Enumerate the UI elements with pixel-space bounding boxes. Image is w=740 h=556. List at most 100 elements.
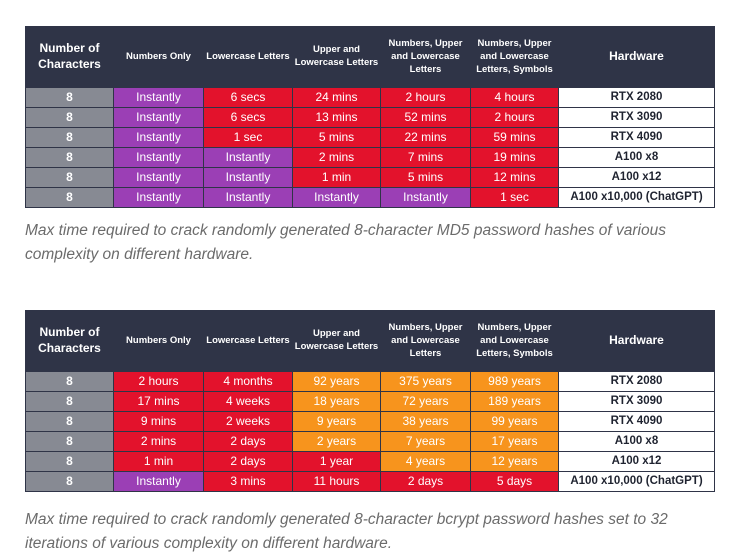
- crack-time-cell: 2 mins: [113, 430, 204, 452]
- crack-time-cell: 13 mins: [292, 106, 381, 128]
- header-upper-lowercase-letters: Upper and Lowercase Letters: [292, 26, 381, 87]
- header-numbers-upper-lowercase-symbols: Numbers, Upper and Lowercase Letters, Sy…: [470, 26, 559, 87]
- crack-time-cell: 5 mins: [292, 126, 381, 148]
- character-count-cell: 8: [25, 86, 114, 108]
- hardware-cell: A100 x8: [558, 430, 715, 452]
- crack-time-cell: 2 hours: [470, 106, 559, 128]
- crack-time-cell: Instantly: [380, 186, 471, 208]
- hardware-cell: RTX 4090: [558, 410, 715, 432]
- header-numbers-only: Numbers Only: [113, 310, 204, 371]
- crack-time-cell: 2 days: [203, 450, 293, 472]
- crack-time-cell: Instantly: [113, 106, 204, 128]
- header-lowercase-letters: Lowercase Letters: [203, 26, 293, 87]
- crack-time-cell: Instantly: [292, 186, 381, 208]
- crack-time-cell: 2 hours: [113, 370, 204, 392]
- header-number-of-characters: Number of Characters: [25, 26, 114, 87]
- hardware-cell: A100 x12: [558, 166, 715, 188]
- character-count-cell: 8: [25, 410, 114, 432]
- crack-time-cell: 3 mins: [203, 470, 293, 492]
- crack-time-cell: Instantly: [113, 470, 204, 492]
- crack-time-cell: 12 years: [470, 450, 559, 472]
- crack-time-cell: 2 mins: [292, 146, 381, 168]
- crack-time-cell: 4 months: [203, 370, 293, 392]
- character-count-cell: 8: [25, 470, 114, 492]
- hardware-cell: RTX 2080: [558, 86, 715, 108]
- crack-time-cell: 1 sec: [470, 186, 559, 208]
- table-row: 8 Instantly 3 mins 11 hours 2 days 5 days A100…: [25, 470, 715, 492]
- header-hardware: Hardware: [558, 310, 715, 371]
- crack-time-cell: 24 mins: [292, 86, 381, 108]
- crack-time-cell: Instantly: [203, 166, 293, 188]
- crack-time-cell: 2 days: [380, 470, 471, 492]
- crack-time-cell: 375 years: [380, 370, 471, 392]
- table-row: 8 Instantly Instantly 2 mins 7 mins 19 mins A1…: [25, 146, 715, 168]
- crack-time-cell: 2 years: [292, 430, 381, 452]
- character-count-cell: 8: [25, 146, 114, 168]
- crack-time-cell: 9 mins: [113, 410, 204, 432]
- character-count-cell: 8: [25, 450, 114, 472]
- crack-time-cell: 11 hours: [292, 470, 381, 492]
- crack-time-cell: 189 years: [470, 390, 559, 412]
- character-count-cell: 8: [25, 106, 114, 128]
- bcrypt-header-row: Number of Characters Numbers Only Lowerc…: [25, 310, 715, 371]
- hardware-cell: A100 x10,000 (ChatGPT): [558, 186, 715, 208]
- header-numbers-upper-lowercase: Numbers, Upper and Lowercase Letters: [380, 26, 471, 87]
- crack-time-cell: 6 secs: [203, 86, 293, 108]
- crack-time-cell: Instantly: [113, 166, 204, 188]
- hardware-cell: RTX 3090: [558, 106, 715, 128]
- crack-time-cell: 17 years: [470, 430, 559, 452]
- crack-time-cell: 6 secs: [203, 106, 293, 128]
- crack-time-cell: 19 mins: [470, 146, 559, 168]
- md5-caption: Max time required to crack randomly gene…: [25, 222, 666, 263]
- crack-time-cell: 99 years: [470, 410, 559, 432]
- crack-time-cell: 18 years: [292, 390, 381, 412]
- character-count-cell: 8: [25, 186, 114, 208]
- crack-time-cell: 5 mins: [380, 166, 471, 188]
- crack-time-cell: 1 sec: [203, 126, 293, 148]
- crack-time-cell: Instantly: [203, 146, 293, 168]
- bcrypt-caption: Max time required to crack randomly gene…: [25, 511, 668, 552]
- header-hardware: Hardware: [558, 26, 715, 87]
- md5-table: Number of Characters Numbers Only Lowerc…: [25, 26, 715, 208]
- md5-header-row: Number of Characters Numbers Only Lowerc…: [25, 26, 715, 87]
- md5-table-body: 8 Instantly 6 secs 24 mins 2 hours 4 hours RTX…: [25, 86, 715, 208]
- crack-time-cell: 4 years: [380, 450, 471, 472]
- hardware-cell: A100 x10,000 (ChatGPT): [558, 470, 715, 492]
- crack-time-cell: 92 years: [292, 370, 381, 392]
- crack-time-cell: 2 weeks: [203, 410, 293, 432]
- header-numbers-only: Numbers Only: [113, 26, 204, 87]
- crack-time-cell: Instantly: [203, 186, 293, 208]
- hardware-cell: A100 x12: [558, 450, 715, 472]
- header-upper-lowercase-letters: Upper and Lowercase Letters: [292, 310, 381, 371]
- crack-time-cell: 5 days: [470, 470, 559, 492]
- crack-time-cell: Instantly: [113, 86, 204, 108]
- crack-time-cell: 17 mins: [113, 390, 204, 412]
- crack-time-cell: 38 years: [380, 410, 471, 432]
- character-count-cell: 8: [25, 166, 114, 188]
- crack-time-cell: 72 years: [380, 390, 471, 412]
- crack-time-cell: 12 mins: [470, 166, 559, 188]
- table-row: 8 Instantly Instantly Instantly Instantly 1 s…: [25, 186, 715, 208]
- crack-time-cell: 2 hours: [380, 86, 471, 108]
- table-row: 8 Instantly Instantly 1 min 5 mins 12 mins A10…: [25, 166, 715, 188]
- hardware-cell: RTX 4090: [558, 126, 715, 148]
- hardware-cell: RTX 2080: [558, 370, 715, 392]
- character-count-cell: 8: [25, 390, 114, 412]
- crack-time-cell: 989 years: [470, 370, 559, 392]
- crack-time-cell: 7 years: [380, 430, 471, 452]
- header-numbers-upper-lowercase: Numbers, Upper and Lowercase Letters: [380, 310, 471, 371]
- crack-time-cell: 52 mins: [380, 106, 471, 128]
- crack-time-cell: 4 hours: [470, 86, 559, 108]
- crack-time-cell: 4 weeks: [203, 390, 293, 412]
- crack-time-cell: 1 min: [292, 166, 381, 188]
- crack-time-cell: Instantly: [113, 146, 204, 168]
- table-row: 8 17 mins 4 weeks 18 years 72 years 189 years…: [25, 390, 715, 412]
- hardware-cell: A100 x8: [558, 146, 715, 168]
- character-count-cell: 8: [25, 370, 114, 392]
